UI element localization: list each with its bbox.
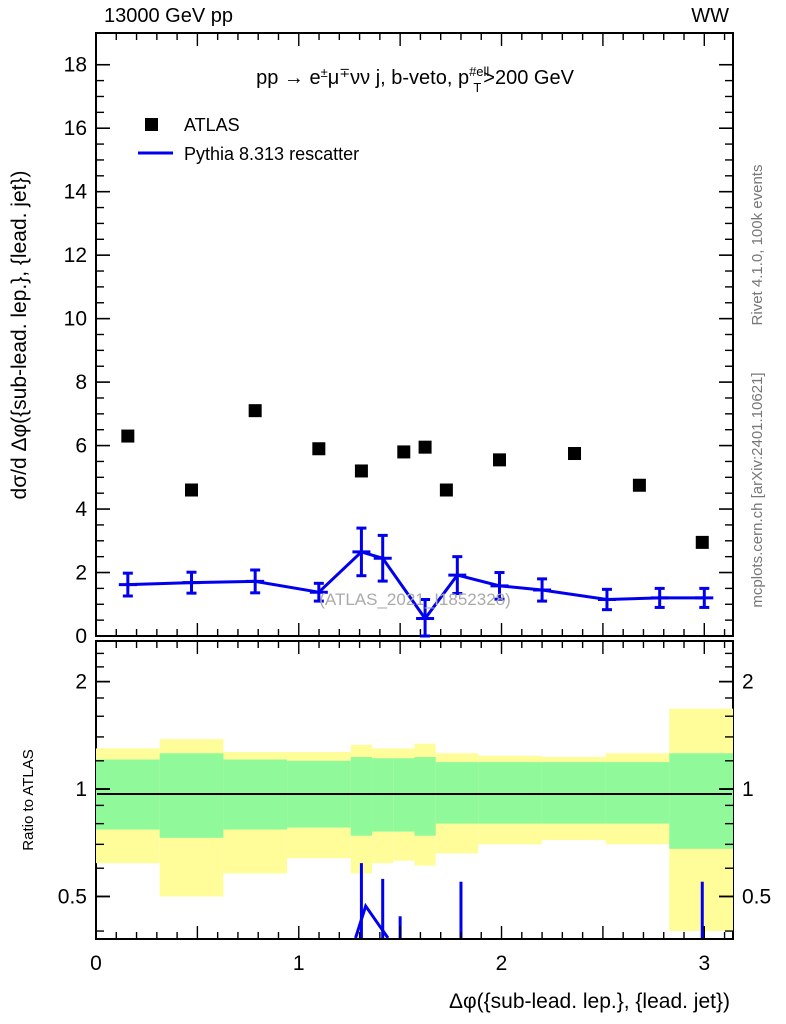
ratio-line-segment [354,902,390,939]
atlas-data-point [354,464,368,478]
atlas-data-point [185,483,199,497]
atlas-data-point [121,429,135,443]
ratio-band-inner [350,756,373,836]
y-tick-label-main: 12 [64,244,87,267]
legend-marker-atlas [145,118,158,131]
y-tick-label-main: 14 [64,181,88,204]
main-data-layer [118,404,714,638]
atlas-data-point [312,442,326,456]
legend-label-atlas: ATLAS [184,115,240,135]
ratio-uncertainty-bands [96,708,733,932]
legend-label-pythia: Pythia 8.313 rescatter [184,144,359,164]
y-tick-label-ratio: 0.5 [58,885,87,908]
ratio-band-inner [435,762,479,824]
atlas-data-point [418,440,432,454]
y-tick-label-main: 10 [64,308,87,331]
atlas-data-point [439,483,453,497]
y-tick-label-ratio: 1 [75,778,87,801]
atlas-data-point [568,447,582,461]
ratio-band-inner [541,762,606,824]
y-tick-label-main: 16 [64,117,87,140]
ratio-data-points [354,863,704,939]
legend: ATLAS Pythia 8.313 rescatter [138,115,359,164]
y-tick-label-main: 0 [75,625,87,648]
y-tick-label-main: 8 [75,371,87,394]
header-left-label: 13000 GeV pp [104,5,233,27]
ratio-y-tick-labels: 0.5 0.5 1 1 2 2 [58,671,771,909]
atlas-data-point [695,535,709,549]
ratio-y-axis-title: Ratio to ATLAS [20,749,37,850]
y-tick-label-main: 4 [75,498,87,521]
side-label-mcplots: mcplots.cern.ch [arXiv:2401.10621] [749,372,766,607]
x-tick-label: 0 [90,952,102,975]
y-tick-label-main: 6 [75,435,87,458]
ratio-band-inner [478,762,542,824]
plot-title: pp → e±μ∓νν j, b-veto, p#ell T >200 GeV [256,64,574,95]
y-tick-label-ratio-right: 0.5 [742,885,771,908]
x-tick-label: 2 [496,952,508,975]
atlas-data-point [397,445,411,459]
main-y-tick-labels: 0 2 4 6 8 10 12 14 16 18 [64,54,88,648]
atlas-data-point [632,478,646,492]
main-y-axis-title: dσ/d Δφ({sub-lead. lep.}, {lead. jet}) [8,171,31,500]
ratio-band-inner [605,762,670,824]
dataset-watermark: (ATLAS_2021_I1852328) [319,590,511,609]
main-axis-ticks [95,33,733,637]
side-label-rivet: Rivet 4.1.0, 100k events [749,165,766,326]
y-tick-label-main: 18 [64,54,87,77]
x-tick-label: 1 [293,952,305,975]
atlas-data-point [492,453,506,467]
ratio-band-inner [414,756,436,836]
x-axis-title: Δφ({sub-lead. lep.}, {lead. jet}) [449,990,730,1013]
y-tick-label-ratio-right: 1 [742,778,754,801]
x-tick-label: 3 [698,952,710,975]
ratio-axis-ticks [95,640,733,939]
ratio-band-inner [159,753,224,838]
x-tick-labels: 0 1 2 3 [90,952,710,975]
y-tick-label-ratio: 2 [75,671,87,694]
y-tick-label-main: 2 [75,562,87,585]
y-tick-label-ratio-right: 2 [742,671,754,694]
atlas-data-point [248,404,262,418]
header-right-label: WW [691,5,729,27]
ratio-band-inner [669,753,733,849]
